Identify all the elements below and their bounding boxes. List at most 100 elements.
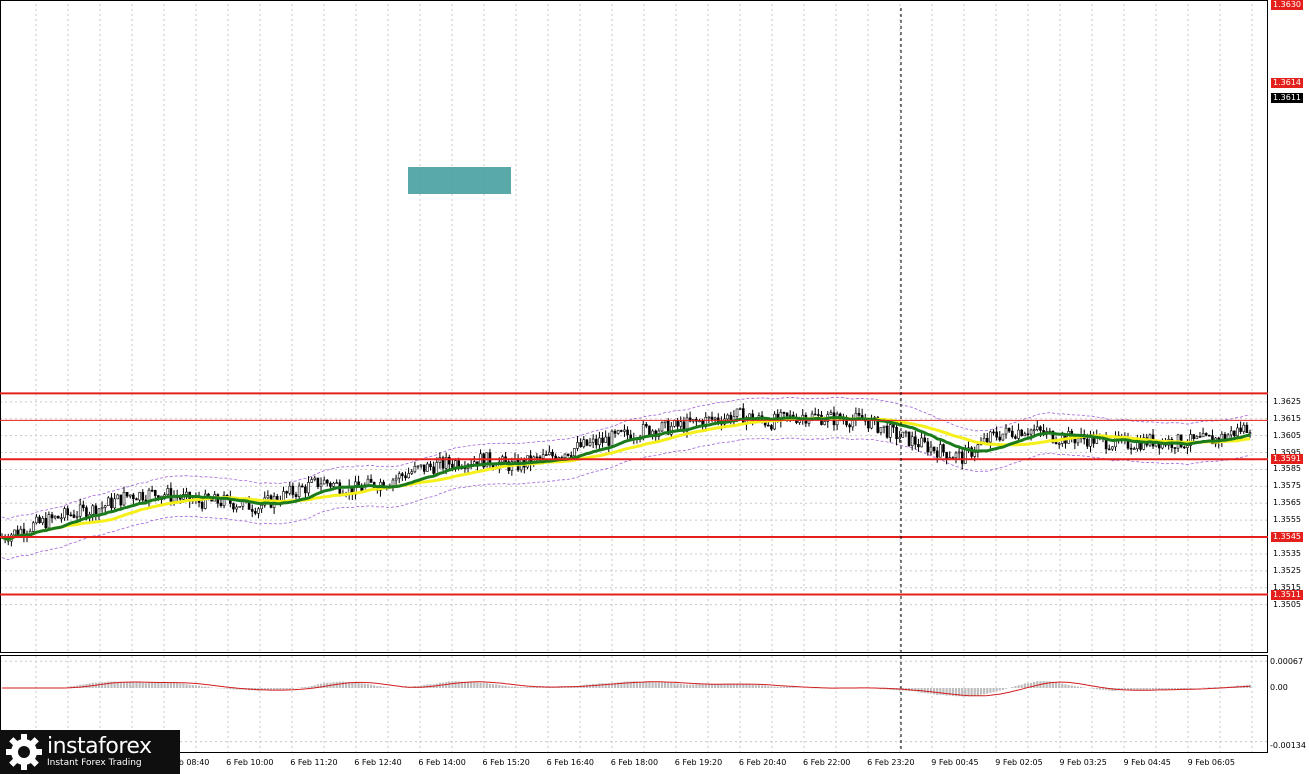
candle-body <box>889 424 892 438</box>
candle-body <box>13 529 16 536</box>
moving-averages <box>1 415 1251 541</box>
candle-body <box>454 460 457 468</box>
candle-body <box>266 495 270 499</box>
price-level-label: 1.3591 <box>1271 454 1303 465</box>
indicator-tick-label: 0.00 <box>1270 683 1288 692</box>
candle-body <box>735 408 739 417</box>
candle-body <box>401 473 404 477</box>
candle-body <box>404 475 407 479</box>
candle-body <box>588 441 592 446</box>
candle-body <box>297 485 301 497</box>
candle-body <box>1026 433 1030 436</box>
candle-body <box>128 494 132 497</box>
time-tick-label: 6 Feb 08:40 <box>162 758 210 767</box>
candle-body <box>623 429 626 432</box>
instaforex-logo: instaforex Instant Forex Trading <box>0 730 180 774</box>
candle-body <box>432 466 435 474</box>
candle-body <box>110 497 113 509</box>
candle-body <box>153 490 157 496</box>
time-tick-label: 9 Feb 00:45 <box>931 758 979 767</box>
candle-body <box>957 451 961 454</box>
candle-body <box>604 436 607 443</box>
candle-body <box>419 464 423 467</box>
price-level-label: 1.3614 <box>1271 78 1303 88</box>
candle-body <box>817 414 820 416</box>
candle-body <box>441 457 445 469</box>
candle-body <box>857 412 861 416</box>
time-tick-label: 9 Feb 02:05 <box>995 758 1043 767</box>
candle-body <box>100 506 104 510</box>
candle-body <box>426 463 429 472</box>
candle-body <box>150 489 154 492</box>
candle-body <box>35 516 38 524</box>
candle-body <box>594 438 598 446</box>
candle-body <box>435 462 439 474</box>
price-tick-label: 1.3565 <box>1273 498 1301 508</box>
time-tick-label: 6 Feb 11:20 <box>290 758 338 767</box>
candle-body <box>394 477 398 481</box>
candle-body <box>1023 433 1027 437</box>
candle-body <box>1236 427 1239 437</box>
indicator-tick-label: 0.00067 <box>1270 657 1304 666</box>
candle-body <box>660 422 664 432</box>
candle-body <box>741 408 745 425</box>
candle-body <box>610 430 614 446</box>
candle-body <box>535 456 539 459</box>
candle-body <box>219 502 223 506</box>
candle-body <box>688 417 692 422</box>
candle-body <box>914 436 917 445</box>
time-tick-label: 9 Feb 03:25 <box>1059 758 1107 767</box>
candle-body <box>1192 434 1195 439</box>
candle-body <box>1229 430 1233 436</box>
time-tick-label: 6 Feb 20:40 <box>738 758 787 767</box>
candle-body <box>200 502 204 509</box>
candle-body <box>616 430 620 434</box>
price-tick-label: 1.3535 <box>1273 548 1301 558</box>
candle-body <box>232 503 235 510</box>
candle-body <box>325 479 329 484</box>
candle-body <box>132 494 135 500</box>
candle-body <box>91 505 95 515</box>
candle-body <box>582 439 586 448</box>
candle-body <box>103 505 107 508</box>
candle-body <box>845 420 848 426</box>
candle-body <box>551 451 554 457</box>
candle-body <box>47 514 51 529</box>
candle-body <box>1076 438 1080 444</box>
price-level-label: 1.3511 <box>1271 589 1303 600</box>
candle-body <box>444 457 448 469</box>
candle-body <box>666 420 670 435</box>
envelope-bands <box>1 396 1251 561</box>
time-tick-label: 9 Feb 04:45 <box>1123 758 1171 767</box>
candle-body <box>319 483 323 487</box>
price-pane-frame <box>0 0 1268 653</box>
candle-body <box>329 482 332 487</box>
candle-body <box>923 437 927 443</box>
candle-body <box>1032 429 1036 431</box>
candle-body <box>366 478 370 486</box>
indicator-tick-label: -0.00134 <box>1270 741 1306 750</box>
candle-body <box>119 494 123 506</box>
candle-body <box>1208 434 1211 437</box>
candle-body <box>982 437 986 443</box>
price-tick-label: 1.3515 <box>1273 582 1301 592</box>
candle-body <box>1014 436 1017 439</box>
candle-body <box>607 436 611 446</box>
candle-body <box>141 492 145 501</box>
candle-body <box>939 444 942 458</box>
candle-body <box>169 488 173 502</box>
candle-body <box>50 514 54 519</box>
candle-body <box>482 453 485 468</box>
candle-body <box>960 451 964 464</box>
candle-body <box>288 485 292 494</box>
candle-body <box>945 451 948 460</box>
candle-body <box>1233 430 1236 437</box>
candle-body <box>1245 424 1249 433</box>
candle-body <box>38 516 41 524</box>
highlight-box <box>408 167 511 194</box>
candle-body <box>613 430 617 434</box>
candle-body <box>63 508 66 519</box>
envelope-lower <box>1 437 1251 561</box>
candle-body <box>250 509 254 512</box>
